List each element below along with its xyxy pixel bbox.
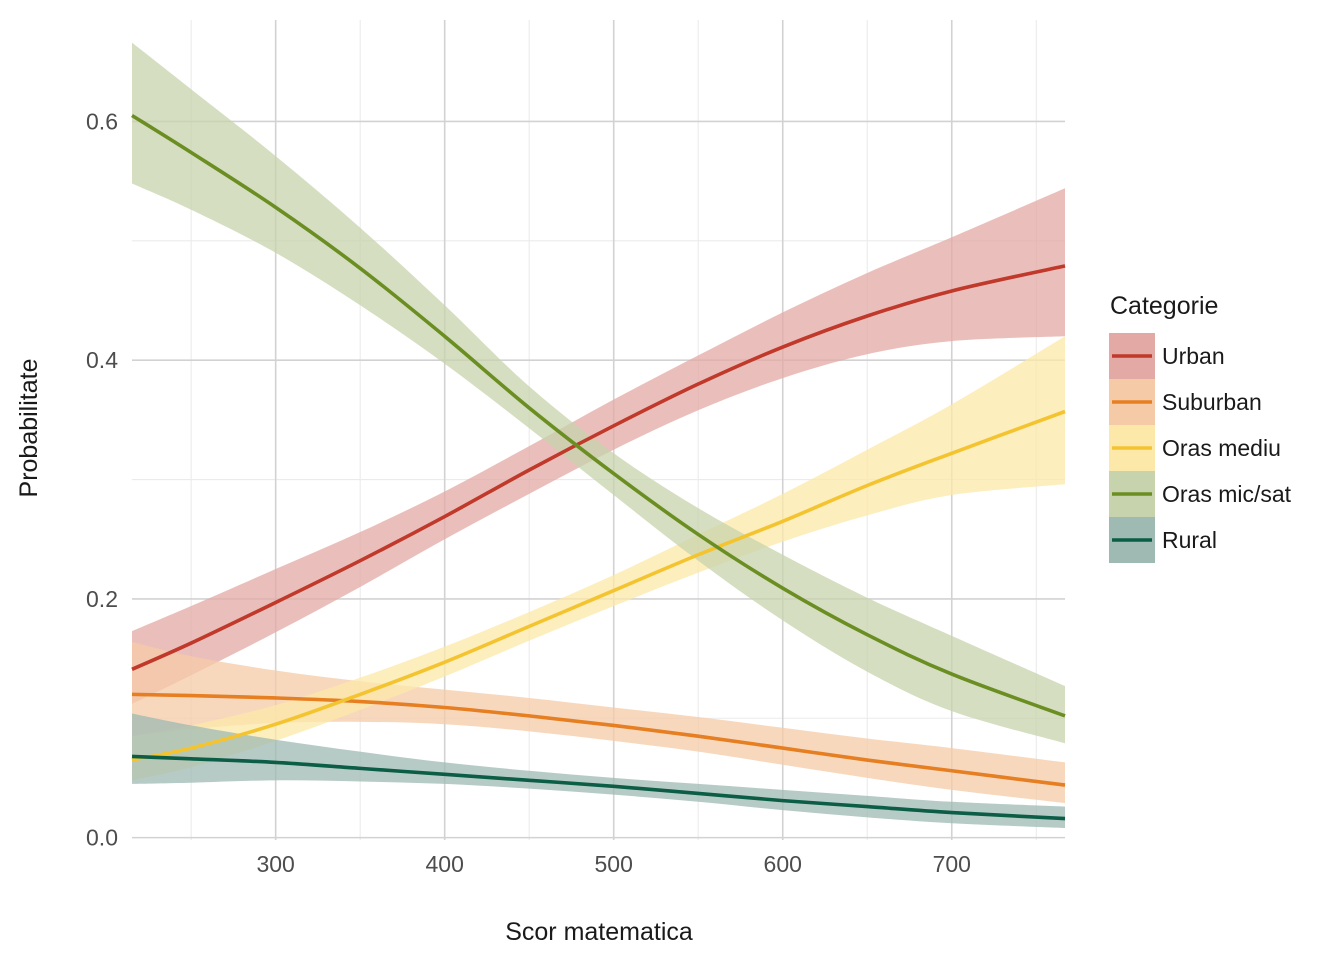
legend-label: Suburban: [1162, 389, 1262, 415]
y-tick-label: 0.6: [86, 108, 118, 134]
legend-item-rural: Rural: [1109, 517, 1217, 563]
line-oras-mediu: [131, 409, 1066, 762]
legend-item-suburban: Suburban: [1109, 379, 1262, 425]
band-rural: [132, 713, 1065, 829]
x-axis-title: Scor matematica: [505, 918, 693, 946]
line-urban: [131, 264, 1066, 671]
y-tick-label: 0.0: [86, 825, 118, 851]
line-suburban: [131, 692, 1066, 787]
x-tick-label: 700: [933, 851, 971, 877]
y-tick-label: 0.2: [86, 586, 118, 612]
line-oras-mic-sat: [131, 113, 1066, 718]
legend: Categorie Urban Suburban Oras mediu Oras mi…: [1109, 292, 1292, 563]
legend-label: Oras mediu: [1162, 435, 1281, 461]
legend-title: Categorie: [1110, 292, 1218, 320]
x-tick-label: 500: [595, 851, 633, 877]
legend-item-oras-mediu: Oras mediu: [1109, 425, 1281, 471]
legend-label: Rural: [1162, 527, 1217, 553]
y-axis-ticks: 0.0 0.2 0.4 0.6: [86, 108, 118, 850]
legend-label: Oras mic/sat: [1162, 481, 1292, 507]
band-oras-mic-sat: [132, 42, 1065, 744]
x-tick-label: 600: [764, 851, 802, 877]
legend-item-urban: Urban: [1109, 333, 1225, 379]
x-tick-label: 300: [256, 851, 294, 877]
y-axis-title: Probabilitate: [15, 359, 43, 498]
legend-item-oras-mic-sat: Oras mic/sat: [1109, 471, 1292, 517]
line-rural: [131, 754, 1066, 821]
x-tick-label: 400: [426, 851, 464, 877]
legend-label: Urban: [1162, 343, 1225, 369]
series-lines: [131, 113, 1066, 821]
x-axis-ticks: 300 400 500 600 700: [256, 851, 970, 877]
y-tick-label: 0.4: [86, 347, 118, 373]
